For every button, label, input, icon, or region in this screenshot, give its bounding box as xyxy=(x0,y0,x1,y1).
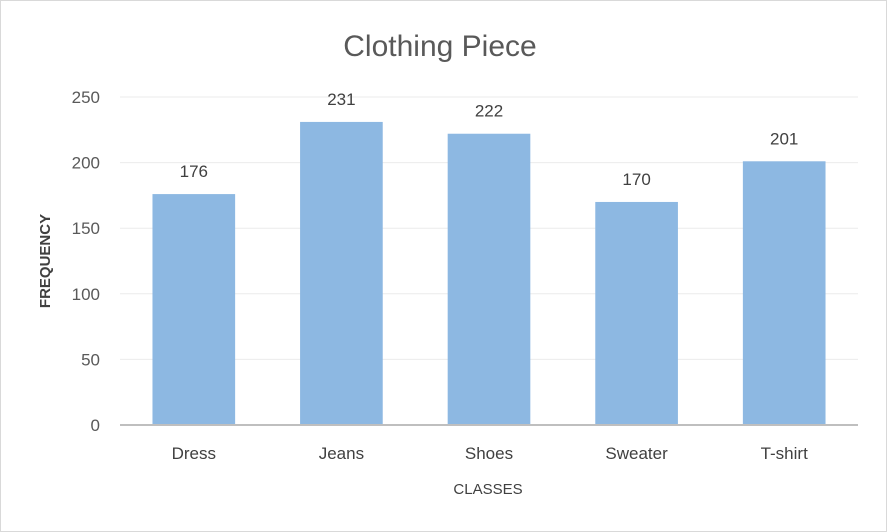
data-label: 176 xyxy=(180,162,208,181)
bar-t-shirt xyxy=(742,161,826,425)
bars xyxy=(152,121,826,425)
y-tick-label: 200 xyxy=(72,154,100,173)
x-tick-label: Sweater xyxy=(605,444,668,463)
data-label: 170 xyxy=(622,170,650,189)
y-tick-label: 50 xyxy=(81,350,100,369)
y-tick-label: 0 xyxy=(91,416,100,435)
x-tick-label: Dress xyxy=(172,444,216,463)
x-axis-categories: Dress Jeans Shoes Sweater T-shirt xyxy=(172,444,808,463)
bar-shoes xyxy=(447,133,531,425)
data-label: 201 xyxy=(770,129,798,148)
bar-jeans xyxy=(300,121,383,425)
x-axis-label: CLASSES xyxy=(453,481,522,498)
data-label: 231 xyxy=(327,90,355,109)
data-label: 222 xyxy=(475,102,503,121)
y-axis-label: FREQUENCY xyxy=(37,214,54,308)
x-tick-label: Jeans xyxy=(319,444,364,463)
y-tick-label: 100 xyxy=(72,285,100,304)
data-labels: 176 231 222 170 201 xyxy=(180,90,799,189)
bar-sweater xyxy=(595,201,678,425)
y-tick-label: 250 xyxy=(72,88,100,107)
y-axis-ticks: 0 50 100 150 200 250 xyxy=(72,88,100,435)
bar-dress xyxy=(152,194,236,425)
x-tick-label: Shoes xyxy=(465,444,513,463)
y-tick-label: 150 xyxy=(72,219,100,238)
x-tick-label: T-shirt xyxy=(761,444,809,463)
chart-title: Clothing Piece xyxy=(343,30,536,63)
